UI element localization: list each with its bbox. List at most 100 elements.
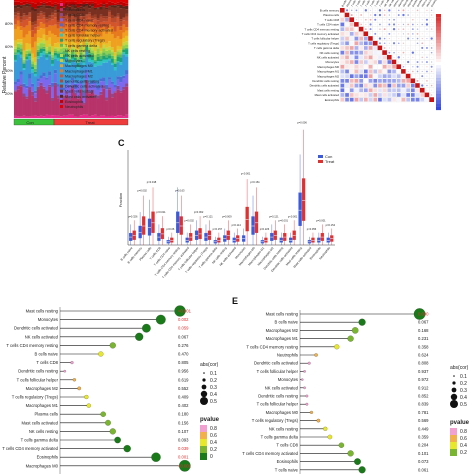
row-label: T cells regulatory (Tregs) xyxy=(252,418,299,423)
heatmap-square xyxy=(373,50,378,55)
stacked-bar-segment xyxy=(113,38,117,53)
heatmap-circle xyxy=(416,33,419,35)
stacked-bar-segment xyxy=(110,52,115,56)
stacked-bar-segment xyxy=(110,62,115,65)
heatmap-circle xyxy=(426,70,428,73)
row-pvalue: 0.409 xyxy=(178,395,189,400)
heatmap-square xyxy=(392,74,396,78)
legend-swatch xyxy=(318,155,323,158)
heatmap-circle xyxy=(407,47,409,49)
stacked-bar-segment xyxy=(36,30,40,38)
heatmap-scale-segment xyxy=(436,90,441,95)
heatmap-circle xyxy=(398,61,400,63)
stacked-bar-segment xyxy=(48,84,52,87)
heatmap-square xyxy=(373,69,378,74)
row-label: Dendritic cells activated xyxy=(254,361,299,366)
stacked-bar-segment xyxy=(108,12,112,18)
stacked-bar-segment xyxy=(53,10,58,14)
stacked-bar-segment xyxy=(14,115,18,118)
stacked-bar-segment xyxy=(116,0,120,3)
heatmap-square xyxy=(406,79,410,83)
stacked-bar-segment xyxy=(119,38,123,47)
stacked-bar-segment xyxy=(102,62,106,78)
stacked-bar-segment xyxy=(119,64,123,77)
heatmap-square xyxy=(340,46,345,50)
heatmap-circle xyxy=(421,84,424,87)
stacked-bar-segment xyxy=(113,91,117,93)
stacked-bar-segment xyxy=(108,10,112,13)
stacked-bar-segment xyxy=(22,5,26,14)
stacked-bar-segment xyxy=(93,83,97,95)
stacked-bar-segment xyxy=(108,89,112,116)
legend-swatch xyxy=(60,28,63,32)
legend-swatch xyxy=(60,64,63,68)
size-legend-label: 0.2 xyxy=(210,378,217,384)
heatmap-square xyxy=(354,60,359,64)
row-pvalue: <0.001 xyxy=(178,463,192,468)
heatmap-circle xyxy=(431,42,433,44)
stacked-bar-segment xyxy=(76,67,80,70)
heatmap-square xyxy=(397,70,401,74)
pvalue-legend-label: 0.6 xyxy=(210,433,217,439)
stacked-bar-segment xyxy=(62,62,66,88)
stacked-bar-segment xyxy=(53,85,58,116)
stacked-bar-segment xyxy=(56,60,60,85)
heatmap-scale-segment xyxy=(436,62,441,65)
stacked-bar-segment xyxy=(56,37,60,43)
heatmap-diagonal xyxy=(401,69,406,74)
lollipop-dot xyxy=(155,314,166,325)
stacked-bar-segment xyxy=(62,16,66,19)
row-pvalue: 0.470 xyxy=(178,352,189,357)
stacked-bar-segment xyxy=(73,8,77,18)
stacked-bar-segment xyxy=(71,85,75,89)
stacked-bar-segment xyxy=(39,5,43,8)
heatmap-circle xyxy=(411,23,414,26)
size-legend-label: 0.2 xyxy=(460,381,467,387)
stacked-bar-segment xyxy=(31,22,35,26)
heatmap-square xyxy=(345,74,349,78)
stacked-bar-segment xyxy=(96,7,100,9)
stacked-bar-segment xyxy=(110,14,115,18)
y-tick-label: 60% xyxy=(5,44,13,49)
stacked-bar-segment xyxy=(71,61,75,78)
y-tick-label: 40% xyxy=(5,68,13,73)
stacked-bar-segment xyxy=(28,87,32,90)
stacked-bar-segment xyxy=(56,98,60,116)
stacked-bar-segment xyxy=(116,4,120,7)
stacked-bar-segment xyxy=(113,7,117,17)
stacked-bar-segment xyxy=(42,86,46,89)
size-legend-label: 0.5 xyxy=(460,402,467,408)
stacked-bar-segment xyxy=(122,24,126,33)
stacked-bar-segment xyxy=(33,101,38,116)
heatmap-circle xyxy=(392,23,396,26)
legend-swatch xyxy=(60,94,63,98)
heatmap-circle xyxy=(412,33,414,35)
row-label: T cells regulatory (Tregs) xyxy=(12,395,59,400)
size-legend-label: 0.3 xyxy=(210,385,217,391)
heatmap-circle xyxy=(430,65,433,68)
heatmap-col-label: Monocytes xyxy=(393,0,402,8)
heatmap-square xyxy=(382,74,387,78)
heatmap-square xyxy=(354,79,359,83)
heatmap-square xyxy=(340,88,345,93)
heatmap-circle xyxy=(430,47,433,49)
stacked-bar-segment xyxy=(53,43,58,48)
stacked-bar-segment xyxy=(96,48,100,54)
stacked-bar-segment xyxy=(33,3,38,9)
row-label: NK cells activated xyxy=(25,334,59,339)
stacked-bar-segment xyxy=(79,89,83,116)
stacked-bar-segment xyxy=(33,62,38,65)
stacked-bar-segment xyxy=(79,14,83,17)
heatmap-circle xyxy=(417,19,419,21)
heatmap-circle xyxy=(383,42,386,45)
heatmap-circle xyxy=(426,84,428,87)
stacked-bar-segment xyxy=(99,61,103,66)
heatmap-circle xyxy=(416,70,419,73)
stacked-bar-segment xyxy=(62,90,66,97)
stacked-bar-segment xyxy=(108,60,112,78)
stacked-bar-segment xyxy=(65,13,69,16)
stacked-bar-segment xyxy=(96,0,100,5)
stacked-bar-segment xyxy=(99,0,103,4)
heatmap-circle xyxy=(407,9,409,11)
size-legend-dot xyxy=(203,372,205,374)
